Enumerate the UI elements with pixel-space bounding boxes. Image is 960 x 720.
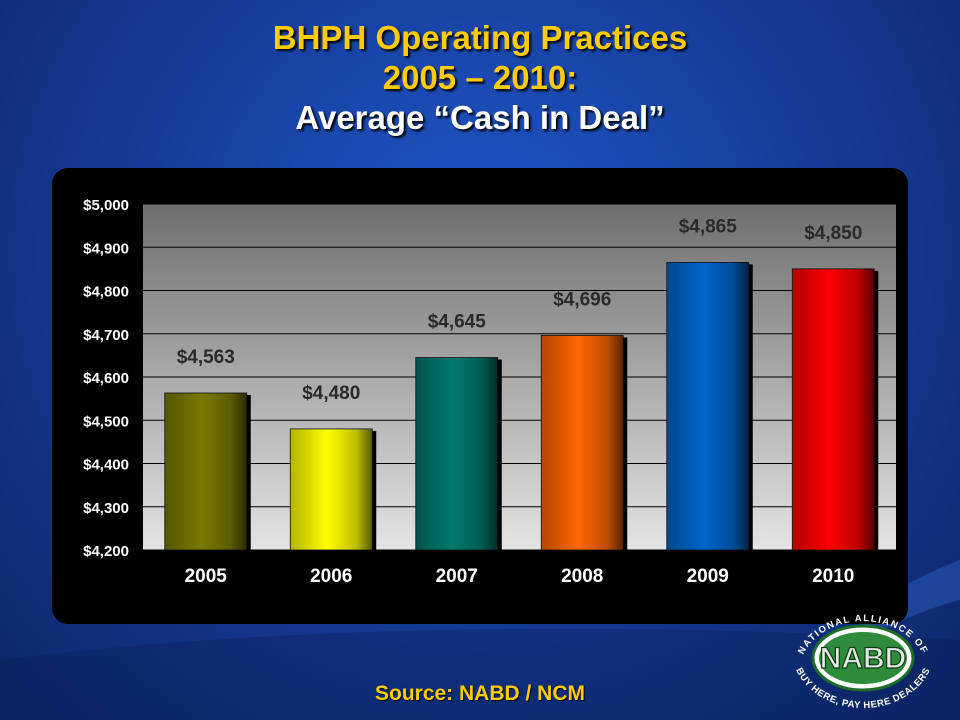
y-tick-label: $4,800	[83, 284, 129, 301]
x-tick-label-2006: 2006	[310, 566, 352, 587]
chart-panel: $4,200 $4,300 $4,400 $4,500 $4,600 $4,700 $4,8…	[52, 168, 908, 624]
x-tick-label-2009: 2009	[687, 566, 729, 587]
y-tick-label: $5,000	[83, 197, 129, 214]
title-line-3: Average “Cash in Deal”	[295, 99, 665, 136]
y-tick-label: $4,300	[83, 500, 129, 517]
y-tick-label: $4,200	[83, 543, 129, 560]
bar-2008	[540, 335, 624, 551]
bar-2007	[415, 357, 499, 551]
slide-title: BHPH Operating Practices 2005 – 2010: Av…	[0, 18, 960, 138]
nabd-logo: NABD NATIONAL ALLIANCE OF BUY HERE, PAY …	[793, 613, 932, 711]
x-tick-label-2010: 2010	[812, 566, 854, 587]
x-tick-label-2007: 2007	[436, 566, 478, 587]
data-label-2006: $4,480	[302, 383, 360, 404]
svg-text:NABD: NABD	[820, 642, 907, 675]
y-tick-label: $4,500	[83, 413, 129, 430]
bar-2010	[791, 268, 875, 551]
data-label-2010: $4,850	[804, 223, 862, 244]
data-label-2005: $4,563	[177, 347, 235, 368]
data-label-2008: $4,696	[553, 289, 611, 310]
x-tick-label-2008: 2008	[561, 566, 603, 587]
data-label-2007: $4,645	[428, 312, 487, 333]
bar-2006	[289, 428, 373, 551]
bar-2005	[164, 392, 248, 551]
bar-2009	[666, 261, 750, 551]
data-label-2009: $4,865	[679, 216, 738, 237]
bar-chart: $4,200 $4,300 $4,400 $4,500 $4,600 $4,700 $4,8…	[83, 197, 896, 587]
y-tick-label: $4,900	[83, 240, 129, 257]
x-tick-label-2005: 2005	[185, 566, 228, 587]
y-tick-label: $4,600	[83, 370, 129, 387]
y-tick-label: $4,400	[83, 457, 129, 474]
title-line-2: 2005 – 2010:	[382, 59, 578, 96]
y-tick-label: $4,700	[83, 327, 129, 344]
source-note: Source: NABD / NCM	[374, 682, 585, 705]
title-line-1: BHPH Operating Practices	[272, 19, 688, 56]
